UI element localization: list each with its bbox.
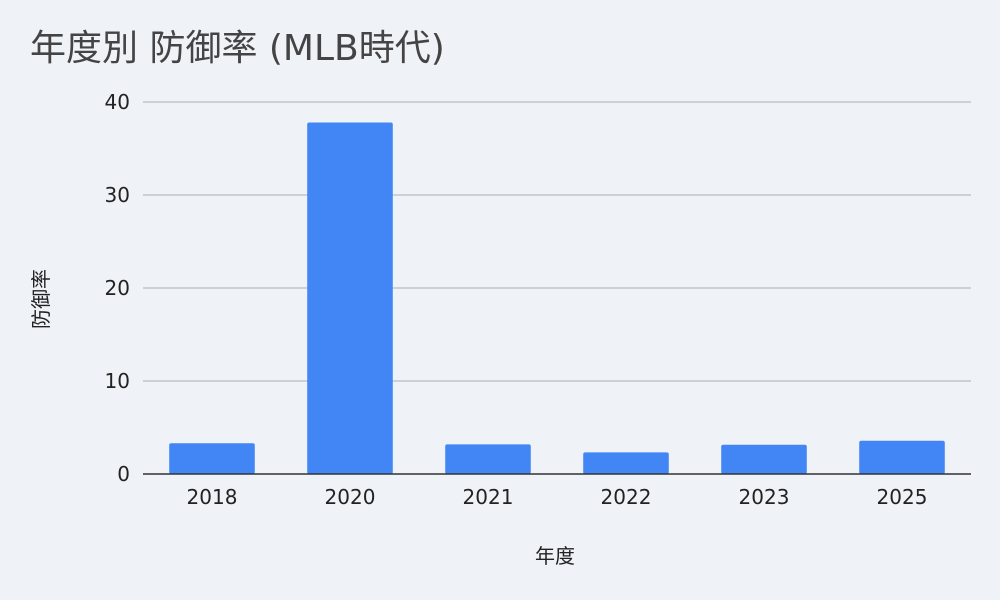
y-axis-label: 防御率 — [29, 269, 53, 329]
x-tick-label: 2018 — [187, 485, 238, 509]
y-tick-label: 10 — [105, 369, 130, 393]
y-tick-labels: 0 10 20 30 40 — [105, 90, 130, 486]
bar-2025 — [859, 440, 945, 474]
x-tick-label: 2022 — [601, 485, 652, 509]
bar-2023 — [721, 444, 807, 474]
x-tick-label: 2025 — [877, 485, 928, 509]
x-tick-label: 2020 — [325, 485, 376, 509]
x-tick-label: 2021 — [463, 485, 514, 509]
bar-2022 — [583, 452, 669, 474]
bar-2021 — [445, 444, 531, 474]
y-tick-label: 40 — [105, 90, 130, 114]
y-tick-label: 20 — [105, 276, 130, 300]
x-tick-label: 2023 — [739, 485, 790, 509]
gridlines — [143, 101, 971, 382]
y-tick-label: 30 — [105, 183, 130, 207]
chart-title: 年度別 防御率 (MLB時代) — [30, 28, 445, 69]
y-tick-label: 0 — [117, 462, 130, 486]
x-tick-labels: 2018 2020 2021 2022 2023 2025 — [187, 485, 928, 509]
bar-2018 — [169, 443, 255, 474]
x-axis-label: 年度 — [535, 544, 575, 568]
bar-2020 — [307, 122, 393, 475]
bars — [169, 122, 945, 475]
